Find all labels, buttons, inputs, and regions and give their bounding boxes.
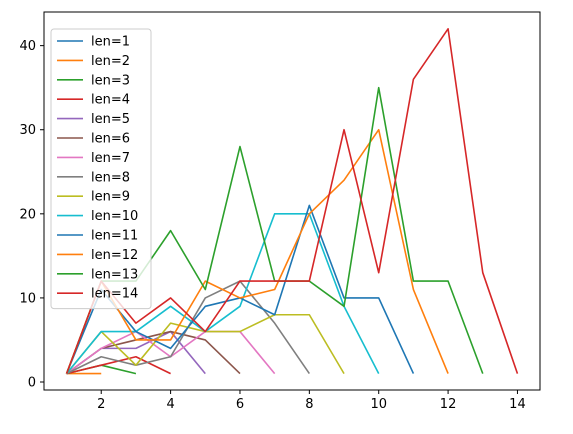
legend-label-len=3: len=3	[91, 73, 130, 88]
y-tick-label: 40	[19, 39, 36, 54]
y-tick-label: 0	[28, 376, 36, 391]
y-tick-label: 30	[19, 123, 36, 138]
legend-label-len=8: len=8	[91, 170, 130, 185]
y-tick-label: 10	[19, 291, 36, 306]
x-tick-label: 8	[305, 397, 313, 412]
legend-label-len=4: len=4	[91, 93, 130, 108]
legend-label-len=14: len=14	[91, 287, 138, 302]
series-layer	[65, 28, 519, 375]
series-line-len=12	[65, 128, 449, 374]
y-tick-label: 20	[19, 207, 36, 222]
legend-label-len=5: len=5	[91, 112, 130, 127]
x-tick-label: 4	[166, 397, 174, 412]
legend-label-len=6: len=6	[91, 132, 130, 147]
x-tick-label: 12	[440, 397, 457, 412]
legend-label-len=10: len=10	[91, 209, 138, 224]
legend-label-len=1: len=1	[91, 35, 130, 50]
x-tick-label: 2	[97, 397, 105, 412]
legend: len=1 len=2 len=3 len=4 len=5 len=6 len=7 len=8…	[50, 28, 152, 310]
x-tick-label: 14	[509, 397, 526, 412]
legend-label-len=7: len=7	[91, 151, 130, 166]
legend-label-len=12: len=12	[91, 248, 138, 263]
series-line-len=10	[65, 213, 380, 375]
legend-label-len=13: len=13	[91, 267, 138, 282]
legend-label-len=11: len=11	[91, 229, 138, 244]
legend-label-len=9: len=9	[91, 190, 130, 205]
axes-frame	[43, 11, 541, 391]
series-line-len=14	[65, 28, 519, 374]
axes-layer: 2 4 6 8 10 12 14 0 10 20 30 40	[19, 11, 541, 412]
legend-label-len=2: len=2	[91, 54, 130, 69]
x-tick-label: 6	[236, 397, 244, 412]
x-tick-label: 10	[370, 397, 387, 412]
